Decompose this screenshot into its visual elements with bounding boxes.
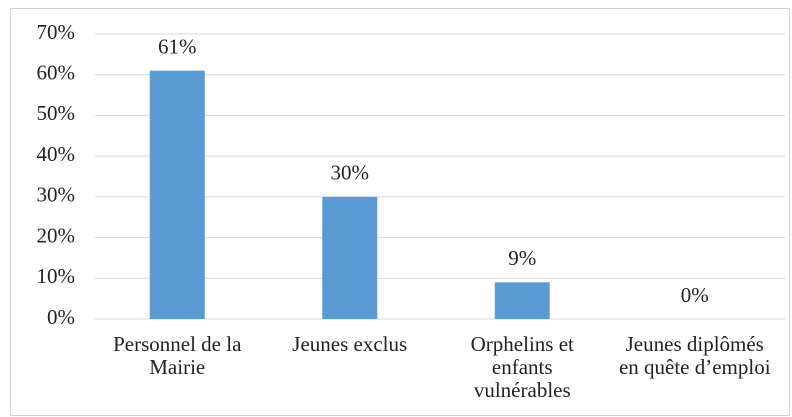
y-tick-label: 40%: [37, 142, 76, 166]
bar: [322, 196, 378, 319]
bar: [149, 70, 205, 320]
x-tick-label: Jeunes diplômés en quête d’emploi: [618, 332, 771, 379]
y-tick-label: 0%: [47, 305, 75, 329]
x-tick-label: Orphelins et enfants vulnérables: [470, 332, 574, 402]
y-tick-label: 30%: [37, 183, 76, 207]
chart-border: [10, 8, 790, 416]
y-tick-label: 50%: [37, 101, 76, 125]
bar: [494, 282, 550, 319]
y-tick-label: 20%: [37, 223, 76, 247]
data-label: 0%: [681, 283, 709, 307]
data-label: 30%: [331, 161, 370, 185]
x-tick-label: Jeunes exclus: [292, 332, 408, 356]
y-tick-label: 60%: [37, 61, 76, 85]
data-label: 61%: [158, 34, 197, 58]
y-tick-label: 10%: [37, 264, 76, 288]
y-tick-label: 70%: [37, 20, 76, 44]
data-label: 9%: [508, 246, 536, 270]
x-tick-label: Personnel de la Mairie: [113, 332, 242, 379]
